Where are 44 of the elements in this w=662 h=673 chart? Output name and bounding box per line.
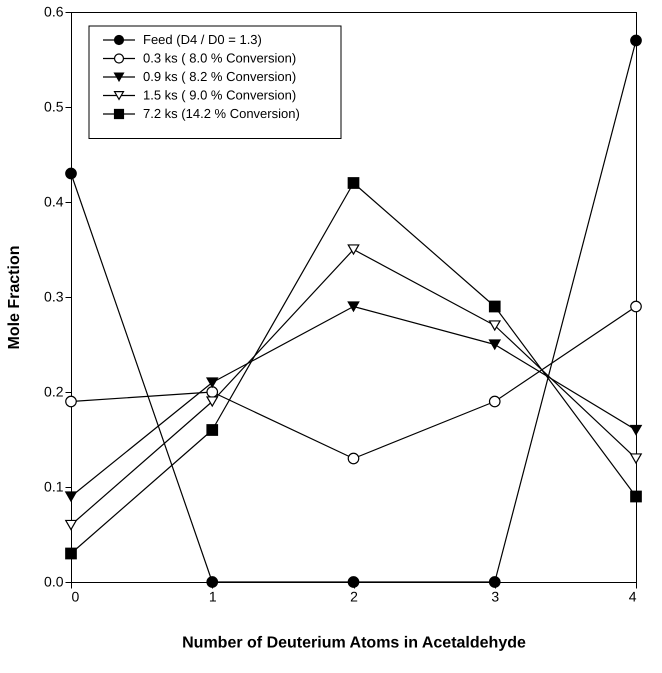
y-tick-label: 0.1 [44,478,64,494]
point [348,177,360,189]
point [206,386,218,398]
x-tick-label: 1 [208,588,217,604]
point [630,300,642,312]
point [206,396,218,407]
point [348,244,360,255]
y-tick-label: 0.6 [44,4,64,20]
point [348,576,360,588]
x-tick-label: 4 [628,588,637,604]
legend-label: 1.5 ks ( 9.0 % Conversion) [143,88,296,102]
point [488,320,501,331]
point [488,576,501,588]
y-axis-title: Mole Fraction [6,245,24,350]
point [488,339,501,350]
point [488,300,501,312]
y-tick-label: 0.2 [44,384,64,400]
y-tick-label: 0.0 [44,574,64,590]
legend-label: 7.2 ks (14.2 % Conversion) [143,106,300,121]
point [65,491,77,502]
point [630,34,642,46]
point [348,301,360,312]
point [65,396,77,408]
legend-label: Feed (D4 / D0 = 1.3) [143,32,262,47]
legend-label: 0.9 ks ( 8.2 % Conversion) [143,69,296,84]
point [206,576,218,588]
point [206,424,218,436]
point [348,452,360,464]
point [630,424,642,436]
y-tick-label: 0.5 [44,98,64,114]
y-tick-label: 0.3 [44,288,64,304]
point [65,520,77,530]
y-tick-label: 0.4 [44,194,64,210]
point [206,377,218,388]
x-tick-label: 2 [350,588,358,604]
x-tick-label: 3 [491,588,500,604]
point [65,548,77,560]
legend-label: 0.3 ks ( 8.0 % Conversion) [143,50,296,66]
point [65,168,77,180]
point [488,396,501,408]
x-axis-title: Number of Deuterium Atoms in Acetaldehyde [182,634,526,652]
point [630,490,642,502]
point [630,453,642,464]
x-tick-label: 0 [72,588,80,604]
